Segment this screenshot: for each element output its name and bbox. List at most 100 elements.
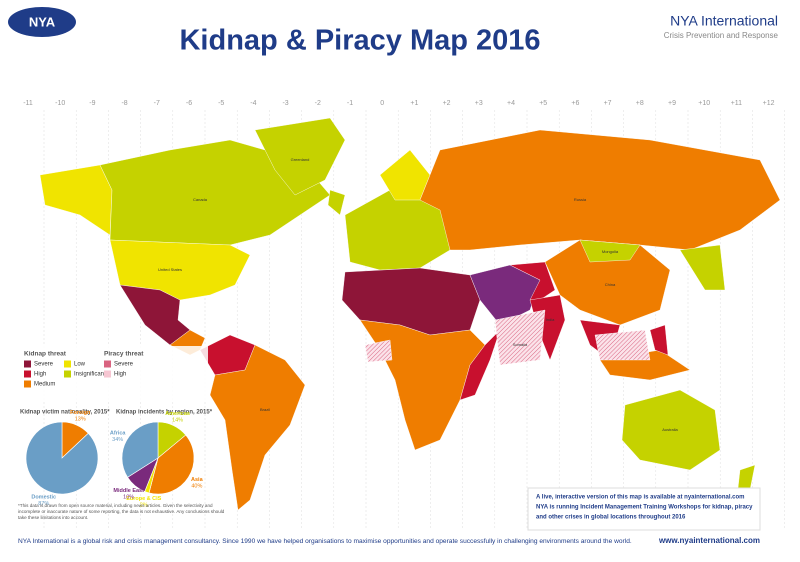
info: NYA is running Incident Management Train… <box>536 505 753 511</box>
footer-text: NYA International is a global risk and c… <box>18 538 632 545</box>
greenland <box>254 117 346 196</box>
timezone-label: +5 <box>539 100 547 107</box>
legend: Severe High Medium Low Insignificant Severe Hi… <box>24 360 134 388</box>
legend-swatch <box>24 370 31 378</box>
timezone-label: +3 <box>475 100 483 107</box>
pie-category: Asia <box>191 477 204 483</box>
legend-label: Severe <box>34 362 54 368</box>
timezone-label: +1 <box>410 100 418 107</box>
timezone-label: +2 <box>443 100 451 107</box>
pie-value-label: 2% <box>140 503 148 509</box>
timezone-label: +12 <box>763 100 775 107</box>
note: *This data is drawn from open source mat… <box>18 503 225 520</box>
footer-url[interactable]: www.nyainternational.com <box>658 536 760 545</box>
legend-swatch <box>24 380 31 388</box>
timezone-label: -2 <box>315 100 321 107</box>
legend-swatch <box>64 360 71 368</box>
tagline: Crisis Prevention and Response <box>664 31 779 40</box>
timezone-label: +9 <box>668 100 676 107</box>
legend-label: High <box>34 372 46 378</box>
title: Kidnap & Piracy Map 2016 <box>179 25 540 57</box>
map-label: China <box>605 282 616 287</box>
legend-title: Piracy threat <box>104 351 144 358</box>
timezone-label: +8 <box>636 100 644 107</box>
pie-category: Europe & CIS <box>126 496 161 502</box>
pie-slice <box>25 421 99 495</box>
legend-box <box>18 346 208 402</box>
note-box: *This data is drawn from open source mat… <box>18 503 225 520</box>
map-label: Greenland <box>291 157 310 162</box>
map-label: Australia <box>662 427 678 432</box>
timezone-label: +6 <box>571 100 579 107</box>
map-label: India <box>546 317 555 322</box>
timezone-label: +4 <box>507 100 515 107</box>
uk <box>327 189 346 216</box>
timezone-label: -1 <box>347 100 353 107</box>
japan <box>679 244 726 291</box>
piracy-gulf-of-guinea <box>364 339 393 363</box>
pie-category: Foreign <box>70 410 91 416</box>
pie-value-label: 40% <box>191 484 202 490</box>
timezone-label: +11 <box>731 100 742 107</box>
timezone-label: -4 <box>250 100 256 107</box>
pie-value-label: 13% <box>75 417 86 423</box>
map-label: Somalia <box>513 342 528 347</box>
map-label: Canada <box>193 197 208 202</box>
pie-category: Americas <box>165 411 190 417</box>
info: and other crises in global locations thr… <box>536 515 686 521</box>
canada <box>99 139 331 246</box>
timezone-label: -3 <box>282 100 288 107</box>
legend-label: Severe <box>114 362 134 368</box>
timezone-label: +10 <box>698 100 710 107</box>
timezone-label: -10 <box>55 100 65 107</box>
timezone-label: -5 <box>218 100 224 107</box>
mongolia <box>579 239 641 263</box>
timezone-label: -8 <box>121 100 127 107</box>
south-america <box>209 344 306 511</box>
logo <box>8 7 76 37</box>
pie-value-label: 14% <box>172 417 183 423</box>
pie-title: Kidnap victim nationality, 2015* <box>20 410 110 416</box>
timezone-label: -6 <box>186 100 192 107</box>
timezone-label: 0 <box>380 100 384 107</box>
pie-charts: Kidnap victim nationality, 2015*Foreign1… <box>20 410 213 509</box>
legend-label: High <box>114 372 126 378</box>
legend-label: Insignificant <box>74 372 106 378</box>
timezone-label: -7 <box>154 100 160 107</box>
timezone-label: +7 <box>604 100 612 107</box>
company: NYA International <box>670 13 778 29</box>
pie-category: Africa <box>110 430 127 436</box>
timezone-label: -11 <box>23 100 33 107</box>
philippines <box>649 324 669 356</box>
pie-value-label: 87% <box>38 501 49 507</box>
piracy-somalia <box>494 309 546 366</box>
mexico <box>119 284 191 346</box>
legend-label: Low <box>74 362 86 368</box>
info-box <box>527 487 761 531</box>
map-labels: Greenland Canada United States Russia Ch… <box>158 157 679 432</box>
legend-swatch <box>24 360 31 368</box>
pie-value-label: 10% <box>123 494 134 500</box>
map-label: Russia <box>574 197 587 202</box>
pie-slice <box>121 421 159 478</box>
timezone-label: -9 <box>89 100 95 107</box>
pie-slice <box>148 434 195 495</box>
info: A live, interactive version of this map … <box>536 495 745 501</box>
logo-text: NYA <box>29 14 56 29</box>
map-label: Brazil <box>260 407 270 412</box>
map <box>39 117 781 511</box>
australia <box>621 389 721 471</box>
pie-category: Domestic <box>31 495 56 501</box>
map-label: Mongolia <box>602 249 619 254</box>
legend-swatch <box>64 370 71 378</box>
pie-title: Kidnap incidents by region, 2015* <box>116 410 213 416</box>
pie-category: Middle East <box>113 488 144 494</box>
pie-value-label: 34% <box>112 437 123 443</box>
legend-title: Kidnap threat <box>24 351 67 358</box>
legend-swatch <box>104 360 111 368</box>
piracy-se-asia <box>594 329 651 361</box>
legend-label: Medium <box>34 382 55 388</box>
map-label: United States <box>158 267 182 272</box>
legend-swatch <box>104 370 111 378</box>
